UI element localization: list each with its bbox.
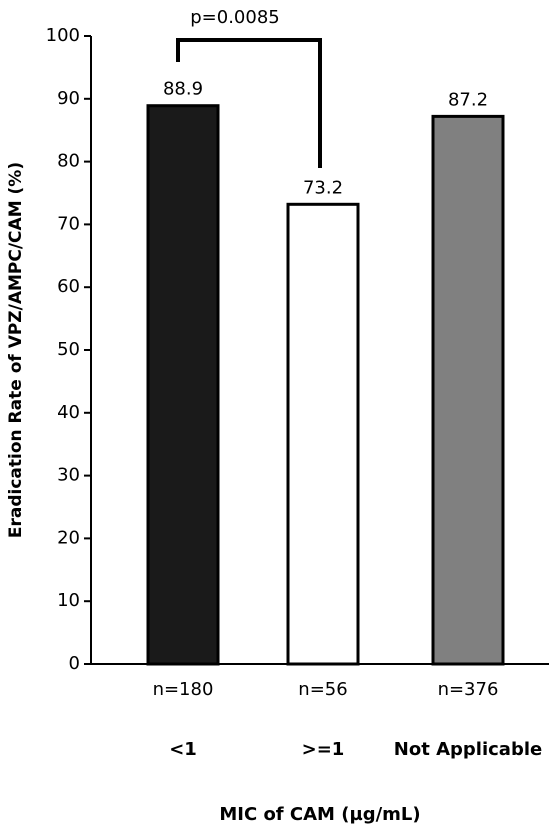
- y-tick-label: 60: [57, 276, 80, 297]
- y-tick-label: 100: [46, 25, 80, 46]
- sample-size-label: n=180: [153, 679, 214, 700]
- y-tick-label: 10: [57, 590, 80, 611]
- sample-size-label: n=56: [298, 679, 347, 700]
- x-tick-label: >=1: [302, 739, 345, 760]
- x-tick-label: Not Applicable: [394, 739, 542, 760]
- y-tick-label: 70: [57, 213, 80, 234]
- bar: [146, 104, 220, 666]
- y-axis-title: Eradication Rate of VPZ/AMPC/CAM (%): [6, 162, 26, 538]
- y-tick-label: 0: [69, 653, 80, 674]
- sample-size-label: n=376: [438, 679, 499, 700]
- value-label: 87.2: [448, 89, 488, 110]
- p-value-annotation: p=0.0085: [190, 7, 280, 28]
- y-tick-label: 20: [57, 527, 80, 548]
- x-axis-title: MIC of CAM (µg/mL): [219, 804, 420, 825]
- value-label: 73.2: [303, 177, 343, 198]
- y-tick-label: 40: [57, 402, 80, 423]
- y-tick-label: 90: [57, 88, 80, 109]
- bar: [286, 202, 360, 666]
- significance-bracket: [176, 38, 322, 168]
- value-label: 88.9: [163, 79, 203, 100]
- bar: [431, 114, 505, 666]
- y-tick-label: 50: [57, 339, 80, 360]
- y-tick-label: 80: [57, 151, 80, 172]
- x-tick-label: <1: [169, 739, 197, 760]
- y-tick-label: 30: [57, 465, 80, 486]
